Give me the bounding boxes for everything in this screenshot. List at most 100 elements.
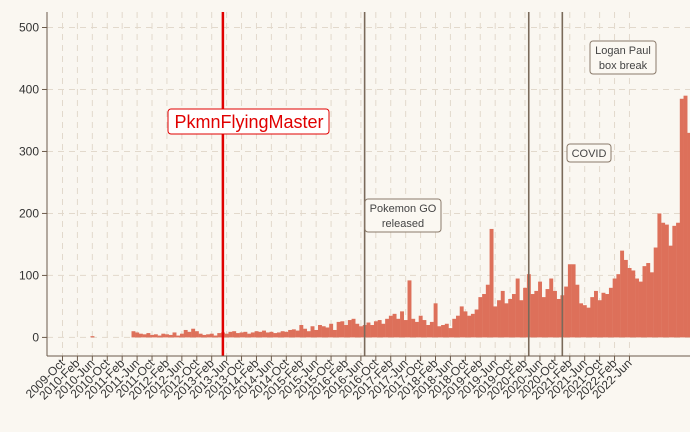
bar xyxy=(433,303,438,338)
bar xyxy=(359,326,363,338)
pokemon-go-label-line2: released xyxy=(382,218,424,230)
bar xyxy=(676,222,681,338)
bar xyxy=(515,278,520,338)
bar xyxy=(638,281,643,338)
bars xyxy=(90,95,690,338)
bar xyxy=(500,290,505,338)
bar xyxy=(355,323,360,338)
bar xyxy=(538,281,543,338)
bar xyxy=(150,334,155,338)
bar xyxy=(478,297,483,338)
bar xyxy=(325,327,330,338)
bar xyxy=(165,334,169,338)
bar xyxy=(273,333,278,338)
bar xyxy=(153,334,158,338)
y-tick-label: 500 xyxy=(19,20,39,34)
bar xyxy=(687,132,690,338)
event-lines xyxy=(221,12,564,356)
bar xyxy=(627,267,632,338)
bar xyxy=(213,335,218,338)
bar xyxy=(553,290,557,338)
bar xyxy=(276,332,281,338)
bar xyxy=(299,325,304,338)
bar xyxy=(206,334,211,338)
bar xyxy=(620,250,625,338)
bar xyxy=(497,300,501,338)
bar xyxy=(646,263,651,338)
bar xyxy=(482,294,487,338)
bar xyxy=(549,278,554,338)
bar xyxy=(403,320,408,338)
covid-label: COVID xyxy=(572,148,607,160)
bar xyxy=(679,98,684,338)
bar xyxy=(288,329,293,338)
bar xyxy=(340,321,345,338)
bar xyxy=(396,318,401,338)
bar xyxy=(672,225,677,338)
axes xyxy=(42,12,690,361)
bar xyxy=(407,280,412,338)
bar xyxy=(400,311,404,338)
bar xyxy=(90,336,95,338)
bar xyxy=(426,325,431,338)
marker-annotation: PkmnFlyingMaster xyxy=(167,108,330,135)
bar xyxy=(683,95,688,338)
bar xyxy=(161,333,166,338)
bar xyxy=(493,306,498,338)
bar xyxy=(623,259,628,338)
bar xyxy=(254,331,259,338)
bar xyxy=(489,228,494,338)
bar xyxy=(586,307,591,338)
bar xyxy=(631,270,636,338)
logan-paul-box xyxy=(589,40,657,75)
pokemon-go-label-line1: Pokemon GO xyxy=(370,203,437,215)
bar xyxy=(605,294,610,338)
bar xyxy=(649,272,654,338)
bar xyxy=(392,313,397,338)
bar xyxy=(657,213,662,338)
bar xyxy=(224,333,229,338)
bar xyxy=(239,332,244,338)
bar xyxy=(135,332,140,338)
marker-label-box xyxy=(167,108,330,135)
bar xyxy=(459,306,464,338)
logan-paul-annotation: Logan Paul box break xyxy=(589,40,657,75)
bar xyxy=(388,315,393,338)
bar xyxy=(332,329,337,338)
bar xyxy=(456,315,460,338)
bar xyxy=(314,329,319,338)
y-tick-label: 300 xyxy=(19,144,39,158)
bar xyxy=(232,331,237,338)
bar xyxy=(541,297,546,338)
bar xyxy=(444,323,449,338)
bar xyxy=(594,290,598,338)
bar xyxy=(485,284,490,338)
bar xyxy=(250,332,255,338)
bar xyxy=(235,333,240,338)
bar xyxy=(262,330,266,338)
marker-label: PkmnFlyingMaster xyxy=(174,112,323,132)
bar xyxy=(511,294,516,338)
bar xyxy=(306,331,311,338)
bar xyxy=(612,278,617,338)
bar xyxy=(318,325,322,338)
pokemon-go-box xyxy=(364,198,442,233)
covid-box xyxy=(566,143,612,163)
bar xyxy=(187,331,192,338)
bar xyxy=(579,303,584,338)
bar xyxy=(474,309,479,338)
bar xyxy=(191,328,196,338)
bar xyxy=(142,334,147,338)
bar xyxy=(329,323,334,338)
annotations: Pokemon GO released COVID Logan Paul box… xyxy=(167,40,657,233)
bar xyxy=(448,328,453,338)
bar xyxy=(131,331,136,338)
covid-annotation: COVID xyxy=(566,143,612,163)
bar xyxy=(437,326,442,338)
bar xyxy=(635,278,639,338)
bar xyxy=(452,318,457,338)
bar xyxy=(303,328,308,338)
bar xyxy=(321,326,326,338)
